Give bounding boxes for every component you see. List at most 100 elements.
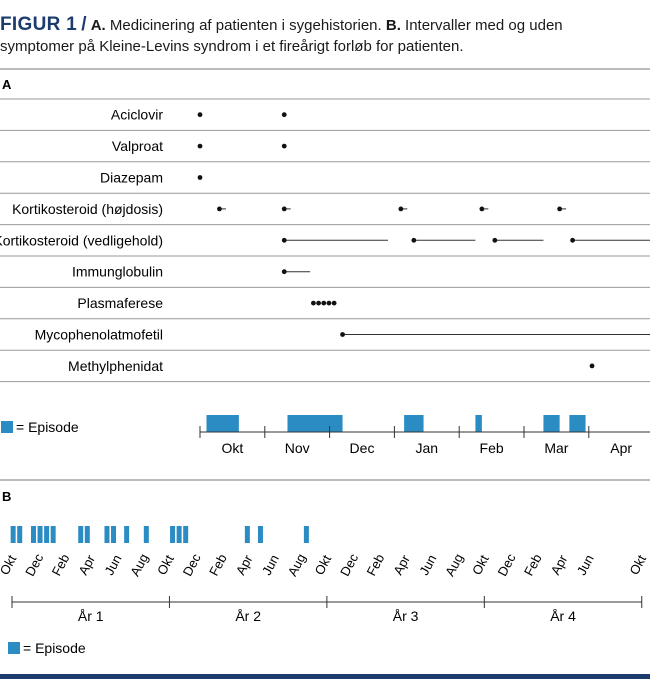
month-label: Dec <box>337 551 361 579</box>
treatment-dot <box>281 237 287 243</box>
treatment-dot <box>492 237 498 243</box>
panel-b-label: B <box>2 489 11 504</box>
treatment-dot <box>311 300 316 306</box>
drug-label: Diazepam <box>100 170 163 186</box>
treatment-dot <box>398 206 404 212</box>
x-tick-label: Dec <box>350 440 375 456</box>
treatment-dot <box>281 206 287 212</box>
drug-label: Plasmaferese <box>77 295 163 311</box>
month-label: Okt <box>469 552 492 577</box>
caption-a-label: A. <box>90 17 106 34</box>
treatment-dot <box>326 300 332 306</box>
month-label: Aug <box>285 551 309 578</box>
panel-a-label: A <box>2 77 12 92</box>
month-label: Feb <box>49 551 73 578</box>
bottom-bar <box>0 674 650 679</box>
drug-label: Kortikosteroid (højdosis) <box>12 201 163 217</box>
month-label: Okt <box>0 552 20 577</box>
legend-label: = Episode <box>16 419 79 435</box>
month-label: Dec <box>22 551 46 579</box>
drug-label: Valproat <box>112 138 163 154</box>
drug-label: Aciclovir <box>111 107 163 123</box>
episode-bar <box>104 526 110 543</box>
treatment-dot <box>331 300 337 306</box>
treatment-dot <box>411 237 417 243</box>
month-label: Okt <box>312 552 335 577</box>
episode-bar <box>206 415 239 432</box>
episode-bar <box>257 526 263 543</box>
legend-swatch <box>8 642 20 654</box>
episode-bar <box>569 415 586 432</box>
month-label: Jun <box>259 552 282 578</box>
treatment-dot <box>197 143 203 149</box>
month-label: Okt <box>154 552 177 577</box>
month-label: Apr <box>390 552 413 577</box>
episode-bar <box>176 526 182 543</box>
episode-bar <box>78 526 84 543</box>
month-label: Jun <box>416 552 439 578</box>
figure-label: FIGUR 1 <box>0 14 78 35</box>
month-label: Aug <box>127 551 151 578</box>
episode-bar <box>303 526 309 543</box>
figure-slash: / <box>81 14 87 35</box>
drug-label: Mycophenolatmofetil <box>35 327 163 343</box>
treatment-dot <box>570 237 575 243</box>
episode-bar <box>244 526 250 543</box>
treatment-dot <box>479 206 485 212</box>
month-label: Apr <box>233 552 256 577</box>
x-tick-label: Nov <box>285 440 310 456</box>
episode-bar <box>30 526 36 543</box>
episode-bar <box>404 415 424 432</box>
year-label: År 3 <box>393 608 419 624</box>
treatment-dot <box>281 143 287 149</box>
episode-bar <box>17 526 23 543</box>
legend-label: = Episode <box>23 640 86 656</box>
treatment-dot <box>589 363 595 369</box>
treatment-dot <box>217 206 222 212</box>
drug-label: Kortikosteroid (vedligehold) <box>0 232 163 248</box>
year-label: År 1 <box>78 608 104 624</box>
caption-b-label: B. <box>385 17 401 34</box>
panel-b-chart: Okt Dec Feb Apr Jun Aug Okt Dec Feb Apr Jun Aug Okt D… <box>0 526 649 656</box>
x-tick-label: Apr <box>610 440 632 456</box>
month-label: Apr <box>548 552 571 577</box>
x-tick-label: Feb <box>480 440 504 456</box>
x-tick-label: Jan <box>416 440 439 456</box>
episode-bar <box>10 526 16 543</box>
figure-caption: FIGUR 1 / A. Medicinering af patienten i… <box>0 14 640 57</box>
episode-bar <box>475 415 482 432</box>
treatment-dot <box>557 206 563 212</box>
caption-b-text: Intervaller med og uden symptomer på Kle… <box>0 17 563 55</box>
month-label: Dec <box>180 551 204 579</box>
treatment-dot <box>316 300 321 306</box>
month-label: Apr <box>75 552 98 577</box>
year-label: År 2 <box>235 608 261 624</box>
panel-a-chart: Aciclovir Valproat Diazepam Kortikosteroid … <box>0 98 650 456</box>
treatment-dot <box>197 112 203 118</box>
episode-bar <box>543 415 560 432</box>
month-label: Jun <box>574 552 597 578</box>
episode-bar <box>111 526 117 543</box>
episode-bar <box>287 415 343 432</box>
episode-bar <box>84 526 90 543</box>
month-label: Dec <box>495 551 519 579</box>
episode-bar <box>50 526 56 543</box>
x-tick-label: Mar <box>544 440 568 456</box>
treatment-dot <box>281 112 287 118</box>
month-label: Feb <box>364 551 388 578</box>
drug-label: Methylphenidat <box>68 358 163 374</box>
month-label: Feb <box>521 551 545 578</box>
treatment-dot <box>340 332 345 337</box>
caption-a-text: Medicinering af patienten i sygehistorie… <box>109 17 382 34</box>
episode-bar <box>170 526 176 543</box>
year-label: År 4 <box>550 608 576 624</box>
treatment-dot <box>281 269 287 275</box>
month-label: Okt <box>626 552 649 577</box>
episode-bar <box>44 526 50 543</box>
month-label: Jun <box>101 552 124 578</box>
episode-bar <box>124 526 130 543</box>
episode-bar <box>143 526 149 543</box>
treatment-dot <box>321 300 327 306</box>
episode-bar <box>37 526 43 543</box>
